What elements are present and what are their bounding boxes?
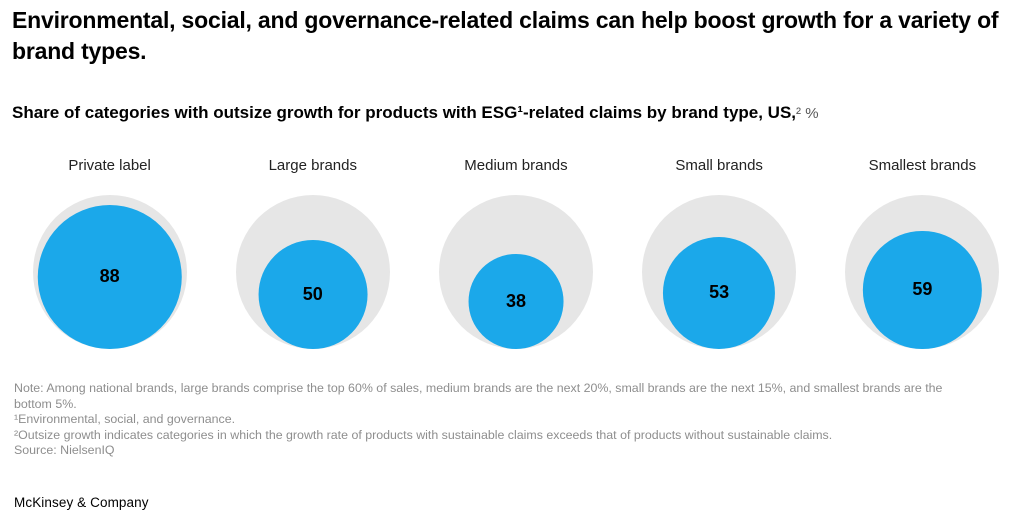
bubble-value: 53 (709, 282, 730, 303)
bubble-value: 50 (302, 284, 323, 305)
nested-bubble-chart: Private label 88 Large brands 50 Medium bran… (8, 157, 1024, 349)
brand-type-label: Medium brands (464, 157, 568, 174)
inner-circle: 38 (468, 254, 564, 349)
footnote-line: ²Outsize growth indicates categories in … (14, 427, 833, 442)
bubble-pair: 53 (642, 195, 797, 349)
footnote-line: Note: Among national brands, large brand… (14, 381, 943, 411)
footnote-line: ¹Environmental, social, and governance. (14, 412, 236, 426)
brand-type-label: Large brands (268, 157, 357, 174)
bubble-value: 59 (912, 279, 933, 300)
exhibit-title: Environmental, social, and governance-re… (12, 7, 999, 64)
bubble-pair: 59 (845, 195, 1000, 349)
mckinsey-wordmark: McKinsey & Company (14, 495, 149, 510)
bubble-group: Medium brands 38 (414, 157, 617, 349)
bubble-group: Small brands 53 (618, 157, 821, 349)
brand-type-label: Private label (68, 157, 151, 174)
bubble-group: Large brands 50 (211, 157, 414, 349)
footnotes: Note: Among national brands, large brand… (14, 381, 974, 459)
chart-subtitle: Share of categories with outsize growth … (12, 103, 1017, 123)
bubble-pair: 88 (32, 195, 187, 349)
bubble-value: 88 (99, 266, 120, 287)
chart-subtitle-unit: ² % (796, 105, 819, 122)
brand-type-label: Smallest brands (868, 157, 977, 174)
bubble-pair: 50 (235, 195, 390, 349)
bubble-pair: 38 (438, 195, 593, 349)
brand-type-label: Small brands (675, 157, 763, 174)
inner-circle: 59 (863, 230, 982, 349)
source-line: Source: NielsenIQ (14, 443, 115, 457)
inner-circle: 88 (37, 204, 182, 349)
bubble-group: Private label 88 (8, 157, 211, 349)
bubble-group: Smallest brands 59 (821, 157, 1024, 349)
bubble-value: 38 (505, 291, 526, 312)
chart-subtitle-text: Share of categories with outsize growth … (12, 103, 797, 122)
inner-circle: 50 (258, 240, 368, 349)
inner-circle: 53 (663, 236, 776, 349)
